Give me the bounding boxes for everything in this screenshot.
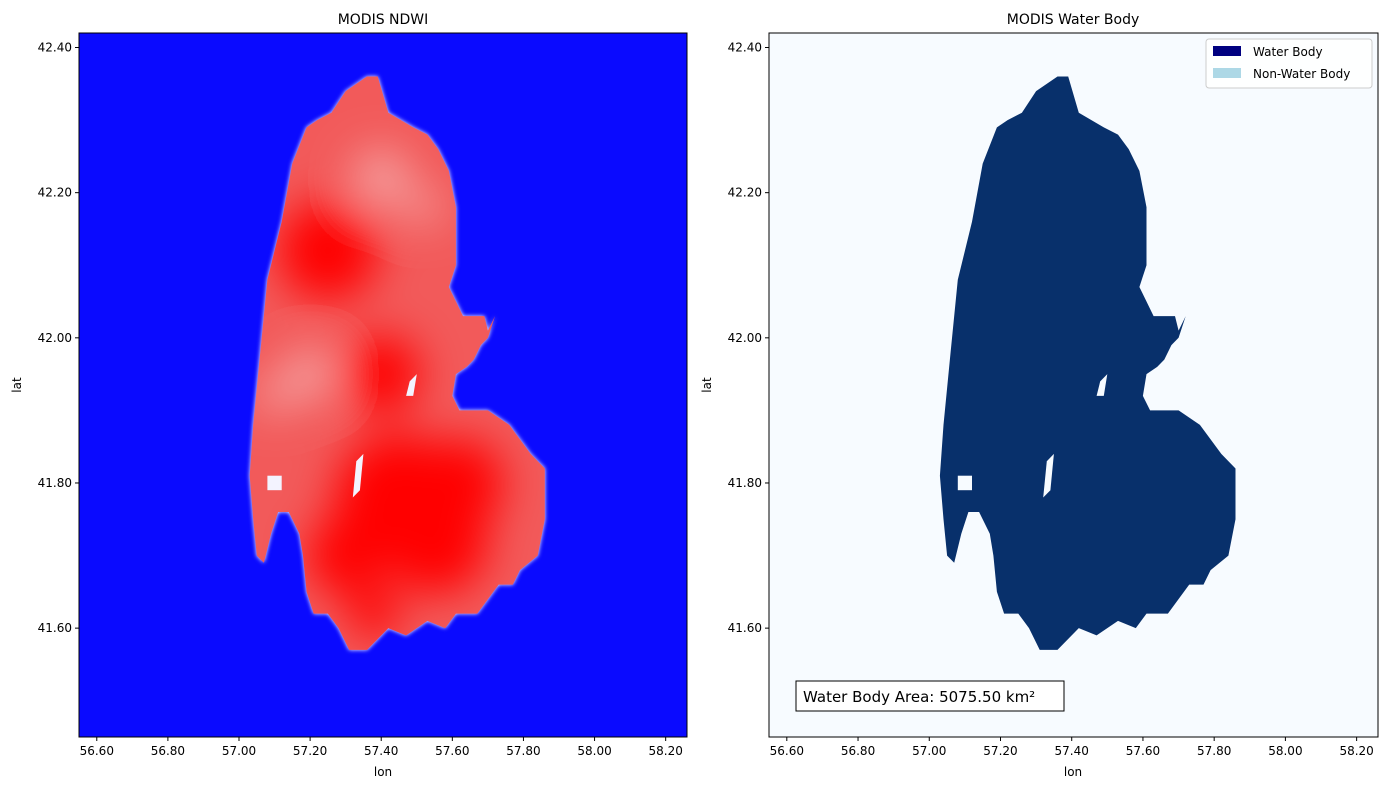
x-tick-label: 58.00 (577, 744, 611, 758)
ndwi-x-axis-label: lon (374, 765, 392, 779)
ndwi-lightspot (285, 349, 335, 400)
ndwi-lake-texture (256, 149, 504, 639)
waterbody-raster (939, 76, 1236, 650)
x-tick-label: 57.00 (222, 744, 256, 758)
legend-box (1205, 38, 1373, 89)
legend: Water Body Non-Water Body (1205, 38, 1373, 89)
y-tick-label: 42.20 (728, 186, 762, 200)
y-tick-label: 42.00 (38, 331, 72, 345)
ndwi-hotspot (278, 200, 378, 301)
ndwi-lightspot (406, 189, 442, 225)
waterbody-mask (939, 76, 1236, 650)
y-tick-label: 42.20 (38, 186, 72, 200)
x-tick-label: 58.00 (1268, 744, 1302, 758)
ndwi-plot-frame (78, 32, 688, 738)
ndwi-hotspot (349, 588, 399, 639)
ndwi-hotspot (342, 335, 421, 414)
x-tick-label: 57.40 (364, 744, 398, 758)
waterbody-plot-frame (768, 32, 1379, 738)
waterbody-x-axis-label: lon (1064, 765, 1082, 779)
y-tick-label: 41.60 (728, 621, 762, 635)
area-annotation-box (795, 680, 1065, 712)
legend-swatch-nonwater (1213, 68, 1241, 78)
y-tick-label: 42.40 (728, 41, 762, 55)
ndwi-hotspot (415, 438, 504, 528)
x-tick-label: 56.60 (80, 744, 114, 758)
ndwi-raster (249, 76, 545, 650)
x-tick-label: 57.80 (506, 744, 540, 758)
ndwi-island (406, 374, 417, 396)
waterbody-title: MODIS Water Body (1007, 12, 1140, 28)
x-tick-label: 57.20 (983, 744, 1017, 758)
waterbody-island (957, 475, 972, 491)
area-annotation: Water Body Area: 5075.50 km² (795, 680, 1065, 712)
x-tick-label: 58.20 (1339, 744, 1373, 758)
x-tick-label: 57.60 (435, 744, 469, 758)
waterbody-y-axis-label: lat (700, 377, 714, 393)
waterbody-y-axis: 41.60 41.80 42.00 42.20 42.40 (728, 41, 769, 635)
ndwi-panel: MODIS NDWI 56.60 56.80 57.00 57.20 57.40 57.6… (10, 12, 688, 779)
ndwi-lightspot (256, 378, 293, 414)
x-tick-label: 57.40 (1055, 744, 1089, 758)
ndwi-hotspots (256, 149, 504, 639)
legend-label-water: Water Body (1253, 45, 1323, 59)
x-tick-label: 58.20 (648, 744, 682, 758)
area-annotation-text: Water Body Area: 5075.50 km² (803, 688, 1035, 706)
ndwi-title: MODIS NDWI (338, 12, 429, 28)
x-tick-label: 56.80 (841, 744, 875, 758)
ndwi-y-axis-label: lat (10, 377, 24, 393)
ndwi-island (352, 453, 364, 498)
x-tick-label: 57.60 (1126, 744, 1160, 758)
y-tick-label: 42.00 (728, 331, 762, 345)
x-tick-label: 57.00 (912, 744, 946, 758)
x-tick-label: 56.60 (770, 744, 804, 758)
ndwi-island (267, 475, 282, 491)
waterbody-panel: MODIS Water Body 56.60 56.80 57.00 57.20 57.… (700, 12, 1379, 779)
legend-label-nonwater: Non-Water Body (1253, 67, 1350, 81)
x-tick-label: 56.80 (151, 744, 185, 758)
ndwi-lightspot (352, 149, 410, 207)
ndwi-y-axis: 41.60 41.80 42.00 42.20 42.40 (38, 41, 79, 635)
x-tick-label: 57.80 (1197, 744, 1231, 758)
waterbody-island (1096, 374, 1108, 396)
y-tick-label: 42.40 (38, 41, 72, 55)
y-tick-label: 41.60 (38, 621, 72, 635)
x-tick-label: 57.20 (293, 744, 327, 758)
y-tick-label: 41.80 (728, 476, 762, 490)
waterbody-island (1043, 453, 1054, 498)
ndwi-hotspot (306, 516, 385, 595)
ndwi-x-axis: 56.60 56.80 57.00 57.20 57.40 57.60 57.80 58.00… (80, 737, 683, 758)
legend-swatch-water (1213, 46, 1241, 56)
y-tick-label: 41.80 (38, 476, 72, 490)
waterbody-x-axis: 56.60 56.80 57.00 57.20 57.40 57.60 57.80 58.00… (770, 737, 1374, 758)
